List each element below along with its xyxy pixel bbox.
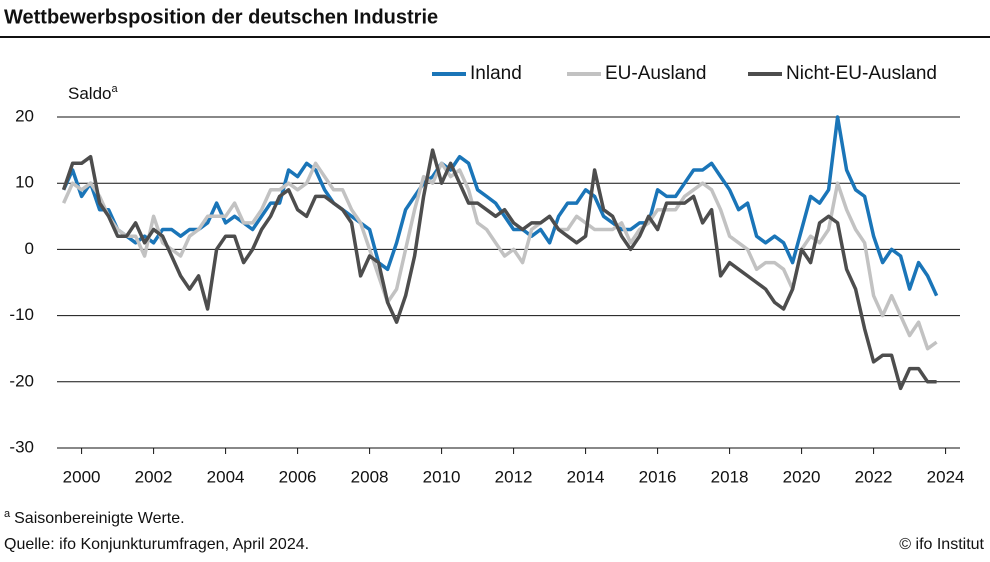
y-tick-label: -20: [9, 371, 34, 390]
x-tick-label: 2006: [279, 467, 317, 486]
y-tick-label: 0: [25, 239, 34, 258]
source: Quelle: ifo Konjunkturumfragen, April 20…: [4, 536, 309, 553]
x-tick-label: 2012: [495, 467, 533, 486]
credit: © ifo Institut: [899, 536, 984, 553]
x-tick-label: 2002: [135, 467, 173, 486]
x-tick-label: 2018: [711, 467, 749, 486]
x-tick-label: 2014: [567, 467, 605, 486]
y-label-note: a: [111, 83, 118, 95]
x-tick-label: 2010: [423, 467, 461, 486]
series-line: [62, 115, 939, 297]
y-tick-label: -30: [9, 437, 34, 456]
y-tick-label: 20: [15, 106, 34, 125]
x-tick-label: 2022: [855, 467, 893, 486]
y-tick-label: 10: [15, 173, 34, 192]
x-tick-label: 2000: [63, 467, 101, 486]
footnote-text: Saisonbereinigte Werte.: [14, 510, 184, 527]
legend-label: EU-Ausland: [605, 63, 706, 84]
x-tick-label: 2008: [351, 467, 389, 486]
y-label-text: Saldo: [68, 84, 111, 103]
legend-label: Nicht-EU-Ausland: [786, 63, 937, 84]
y-tick-label: -10: [9, 305, 34, 324]
x-tick-label: 2004: [207, 467, 245, 486]
footnote: a Saisonbereinigte Werte.: [4, 508, 185, 527]
series-line: [62, 161, 938, 351]
legend-label: Inland: [470, 63, 522, 84]
footnote-marker: a: [4, 508, 11, 520]
y-axis-label: Saldoa: [68, 83, 118, 104]
x-tick-label: 2016: [639, 467, 677, 486]
chart-title: Wettbewerbsposition der deutschen Indust…: [4, 6, 438, 28]
x-tick-label: 2024: [927, 467, 965, 486]
x-tick-label: 2020: [783, 467, 821, 486]
series-line: [61, 148, 937, 391]
